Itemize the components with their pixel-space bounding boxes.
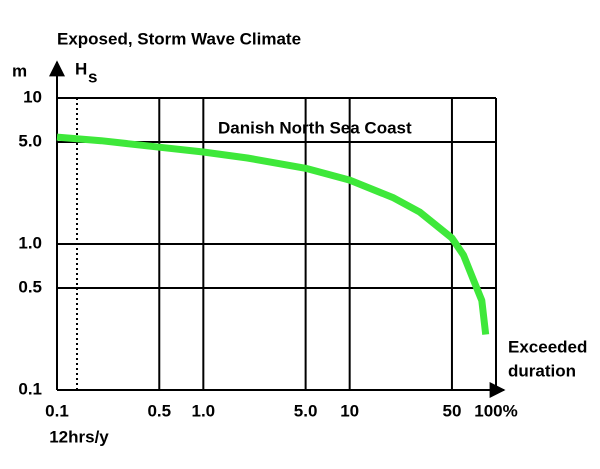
y-label-sub: s bbox=[88, 67, 97, 86]
annotation: 12hrs/y bbox=[49, 427, 109, 446]
x-tick-label: 0.1 bbox=[45, 401, 69, 420]
y-tick-label: 10 bbox=[23, 87, 42, 106]
y-tick-label: 0.5 bbox=[18, 277, 42, 296]
x-tick-label: 50 bbox=[442, 401, 461, 420]
x-tick-label: 0.5 bbox=[147, 401, 171, 420]
x-label: duration bbox=[508, 361, 576, 380]
x-tick-label: 10 bbox=[340, 401, 359, 420]
x-tick-label: 1.0 bbox=[192, 401, 216, 420]
y-unit: m bbox=[12, 61, 27, 80]
x-tick-label: 5.0 bbox=[294, 401, 318, 420]
y-tick-label: 5.0 bbox=[18, 131, 42, 150]
chart-title: Exposed, Storm Wave Climate bbox=[57, 29, 301, 48]
y-tick-label: 1.0 bbox=[18, 233, 42, 252]
x-label: Exceeded bbox=[508, 337, 587, 356]
annotation: Danish North Sea Coast bbox=[218, 118, 412, 137]
x-tick-label: 100% bbox=[474, 401, 517, 420]
y-label: H bbox=[75, 59, 87, 78]
data-line bbox=[56, 133, 490, 335]
y-tick-label: 0.1 bbox=[18, 379, 42, 398]
